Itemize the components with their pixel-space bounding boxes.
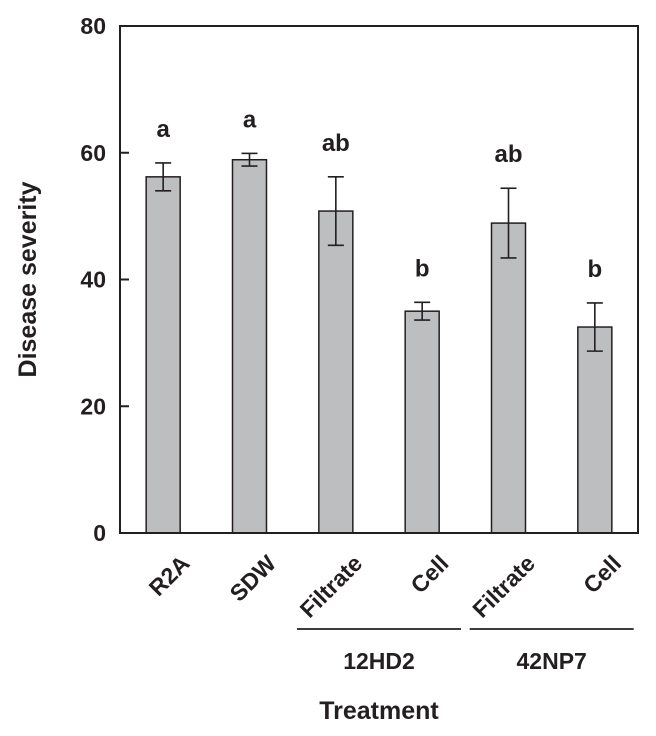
- y-axis-ticks: 0 20 40 60 80: [80, 13, 129, 546]
- error-bar: [155, 162, 172, 192]
- significance-labels: a a ab b ab b: [156, 106, 602, 283]
- bar: [318, 210, 354, 534]
- bar: [577, 326, 613, 534]
- y-tick-label: 20: [80, 393, 106, 419]
- error-bar: [414, 301, 431, 321]
- significance-label: ab: [322, 130, 350, 157]
- error-bar: [241, 152, 258, 167]
- category-label: SDW: [225, 550, 282, 607]
- category-label: R2A: [144, 550, 195, 601]
- plot-frame: [119, 25, 639, 534]
- error-bar: [500, 187, 517, 259]
- significance-label: b: [415, 255, 430, 282]
- bars-layer: [145, 158, 613, 534]
- group-labels: 12HD2 42NP7: [296, 628, 634, 674]
- significance-label: a: [243, 106, 257, 133]
- group-label: 12HD2: [343, 648, 415, 674]
- category-label: Cell: [578, 550, 626, 598]
- y-tick-label: 60: [80, 140, 106, 166]
- significance-label: b: [587, 256, 602, 283]
- bar: [231, 158, 268, 534]
- bar: [490, 222, 527, 534]
- y-tick-label: 0: [93, 520, 106, 546]
- bar: [404, 310, 440, 534]
- y-tick-label: 40: [80, 267, 106, 293]
- category-labels: R2A SDW Filtrate Cell Filtrate Cell: [144, 550, 627, 623]
- error-bars-layer: [155, 152, 603, 352]
- significance-label: a: [156, 116, 170, 143]
- category-label: Cell: [405, 550, 453, 598]
- category-label: Filtrate: [295, 550, 368, 623]
- y-tick-label: 80: [80, 13, 106, 39]
- x-axis-title: Treatment: [319, 697, 439, 725]
- y-axis-title: Disease severity: [14, 181, 42, 377]
- error-bar: [586, 302, 603, 352]
- error-bar: [327, 176, 344, 247]
- significance-label: ab: [494, 141, 522, 168]
- group-label: 42NP7: [517, 648, 587, 674]
- bar: [145, 176, 181, 534]
- category-label: Filtrate: [467, 550, 540, 623]
